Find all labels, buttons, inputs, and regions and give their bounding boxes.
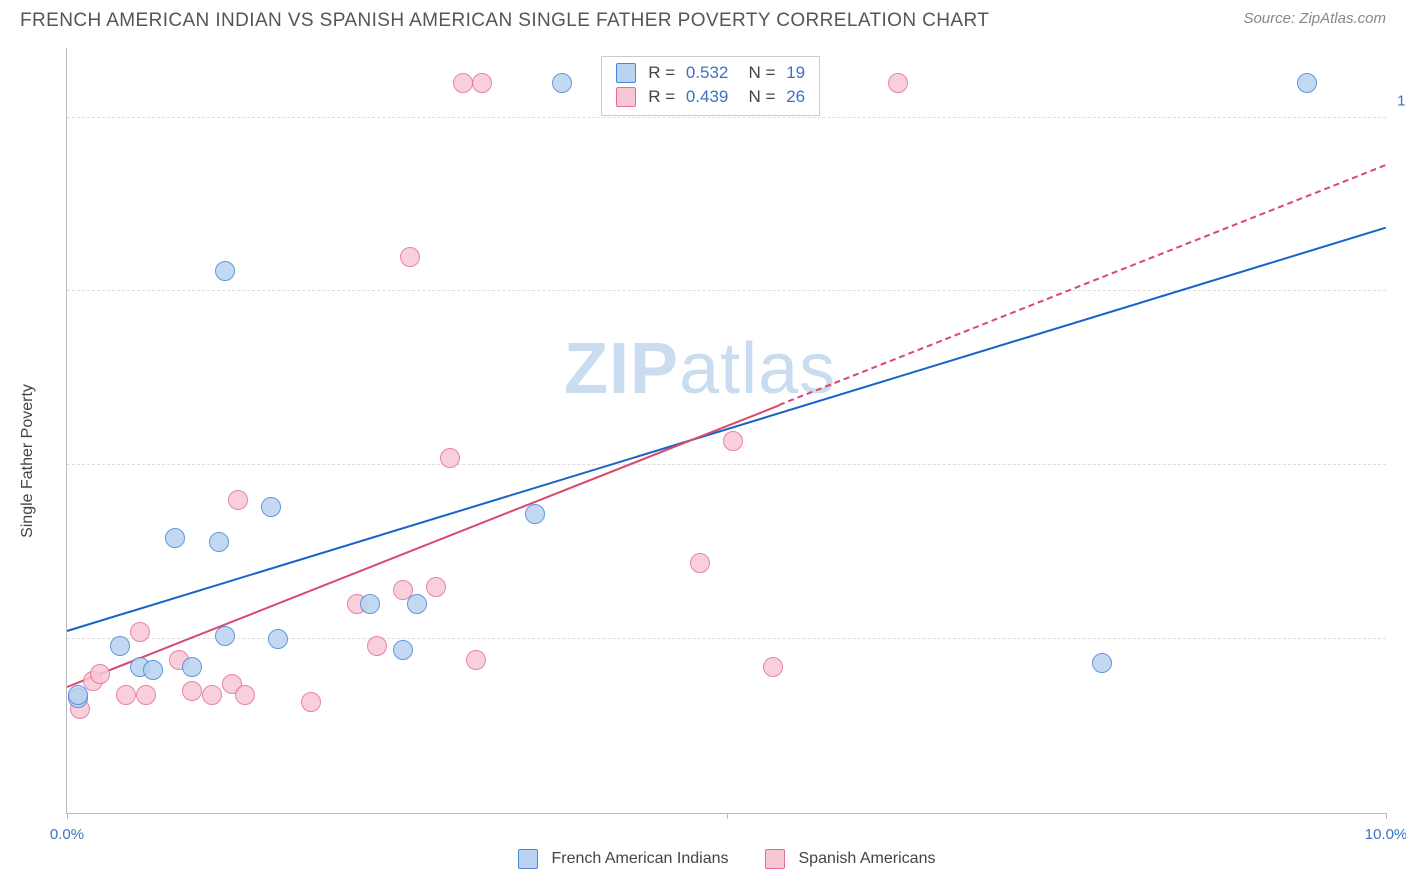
scatter-point <box>209 532 229 552</box>
scatter-point <box>143 660 163 680</box>
gridline <box>67 638 1386 639</box>
series-swatch <box>616 63 636 83</box>
scatter-point <box>301 692 321 712</box>
x-tick-mark <box>1386 813 1387 819</box>
legend-item: French American Indians <box>518 849 729 869</box>
scatter-point <box>1297 73 1317 93</box>
scatter-point <box>202 685 222 705</box>
stat-label: N = <box>734 61 780 85</box>
y-tick-label: 50.0% <box>1392 440 1406 457</box>
trend-line-extension <box>779 164 1386 406</box>
x-tick-mark <box>727 813 728 819</box>
correlation-stats-box: R = 0.532 N = 19R = 0.439 N = 26 <box>601 56 820 116</box>
scatter-point <box>393 640 413 660</box>
stat-label: R = <box>648 85 680 109</box>
y-tick-label: 100.0% <box>1392 92 1406 109</box>
scatter-point <box>268 629 288 649</box>
gridline <box>67 117 1386 118</box>
series-swatch <box>616 87 636 107</box>
stat-label: R = <box>648 61 680 85</box>
stat-n-value: 19 <box>786 61 805 85</box>
scatter-point <box>215 626 235 646</box>
legend-swatch <box>518 849 538 869</box>
x-tick-mark <box>67 813 68 819</box>
source-credit: Source: ZipAtlas.com <box>1243 10 1386 27</box>
stat-label: N = <box>734 85 780 109</box>
scatter-point <box>1092 653 1112 673</box>
scatter-point <box>110 636 130 656</box>
scatter-point <box>261 497 281 517</box>
scatter-point <box>690 553 710 573</box>
scatter-point <box>165 528 185 548</box>
scatter-point <box>763 657 783 677</box>
chart-title: FRENCH AMERICAN INDIAN VS SPANISH AMERIC… <box>20 10 989 32</box>
scatter-point <box>400 247 420 267</box>
scatter-point <box>68 685 88 705</box>
watermark-suffix: atlas <box>679 329 836 409</box>
stat-r-value: 0.439 <box>686 85 729 109</box>
scatter-plot: ZIPatlas R = 0.532 N = 19R = 0.439 N = 2… <box>66 48 1386 814</box>
scatter-point <box>182 657 202 677</box>
legend-swatch <box>765 849 785 869</box>
scatter-point <box>360 594 380 614</box>
scatter-point <box>130 622 150 642</box>
stat-row: R = 0.532 N = 19 <box>616 61 805 85</box>
y-tick-label: 25.0% <box>1392 614 1406 631</box>
scatter-point <box>453 73 473 93</box>
scatter-point <box>228 490 248 510</box>
scatter-point <box>472 73 492 93</box>
trend-line <box>67 227 1387 632</box>
y-tick-label: 75.0% <box>1392 266 1406 283</box>
gridline <box>67 290 1386 291</box>
scatter-point <box>440 448 460 468</box>
scatter-point <box>367 636 387 656</box>
legend: French American Indians Spanish Americans <box>67 849 1386 869</box>
legend-label: French American Indians <box>552 850 729 868</box>
watermark-prefix: ZIP <box>564 329 679 409</box>
scatter-point <box>888 73 908 93</box>
scatter-point <box>723 431 743 451</box>
scatter-point <box>552 73 572 93</box>
scatter-point <box>90 664 110 684</box>
stat-n-value: 26 <box>786 85 805 109</box>
chart-container: Single Father Poverty ZIPatlas R = 0.532… <box>20 48 1386 874</box>
scatter-point <box>116 685 136 705</box>
scatter-point <box>407 594 427 614</box>
stat-r-value: 0.532 <box>686 61 729 85</box>
scatter-point <box>525 504 545 524</box>
scatter-point <box>426 577 446 597</box>
legend-item: Spanish Americans <box>765 849 936 869</box>
gridline <box>67 464 1386 465</box>
x-tick-label: 0.0% <box>50 826 84 843</box>
stat-row: R = 0.439 N = 26 <box>616 85 805 109</box>
x-tick-label: 10.0% <box>1365 826 1406 843</box>
scatter-point <box>466 650 486 670</box>
scatter-point <box>182 681 202 701</box>
scatter-point <box>235 685 255 705</box>
scatter-point <box>215 261 235 281</box>
scatter-point <box>136 685 156 705</box>
legend-label: Spanish Americans <box>799 850 936 868</box>
y-axis-label: Single Father Poverty <box>19 384 37 538</box>
